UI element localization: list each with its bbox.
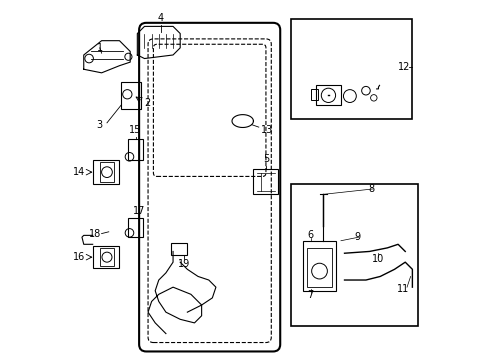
Bar [128, 139, 142, 160]
Text: 8: 8 [368, 184, 374, 194]
Text: 4: 4 [157, 13, 163, 23]
Text: 14: 14 [73, 167, 85, 177]
Bar [306, 248, 331, 287]
Text: 19: 19 [177, 259, 189, 269]
Bar [290, 184, 417, 327]
Text: 6: 6 [307, 230, 313, 240]
Text: 2: 2 [143, 98, 150, 108]
Bar [93, 160, 119, 184]
Bar [121, 82, 141, 109]
Text: 1: 1 [97, 43, 102, 53]
FancyBboxPatch shape [139, 23, 280, 351]
Bar [253, 169, 278, 194]
Text: 11: 11 [396, 284, 408, 294]
Bar [303, 241, 335, 291]
Text: 12: 12 [397, 63, 410, 72]
Text: 5: 5 [262, 154, 268, 164]
Text: 3: 3 [97, 120, 102, 130]
Text: 9: 9 [354, 232, 360, 242]
Bar [310, 89, 317, 100]
Bar [315, 85, 340, 105]
FancyBboxPatch shape [153, 44, 265, 176]
Bar [290, 19, 411, 119]
Text: 18: 18 [89, 229, 101, 239]
Text: 17: 17 [133, 206, 145, 216]
Bar [93, 246, 119, 267]
Bar [171, 243, 187, 255]
Text: 15: 15 [129, 125, 142, 135]
Text: 13: 13 [260, 125, 272, 135]
Bar [128, 217, 142, 237]
Bar [100, 162, 114, 182]
Bar [100, 248, 114, 266]
FancyBboxPatch shape [148, 39, 271, 342]
Text: 7: 7 [307, 290, 313, 300]
Text: 16: 16 [73, 252, 85, 262]
Text: 10: 10 [371, 254, 384, 264]
